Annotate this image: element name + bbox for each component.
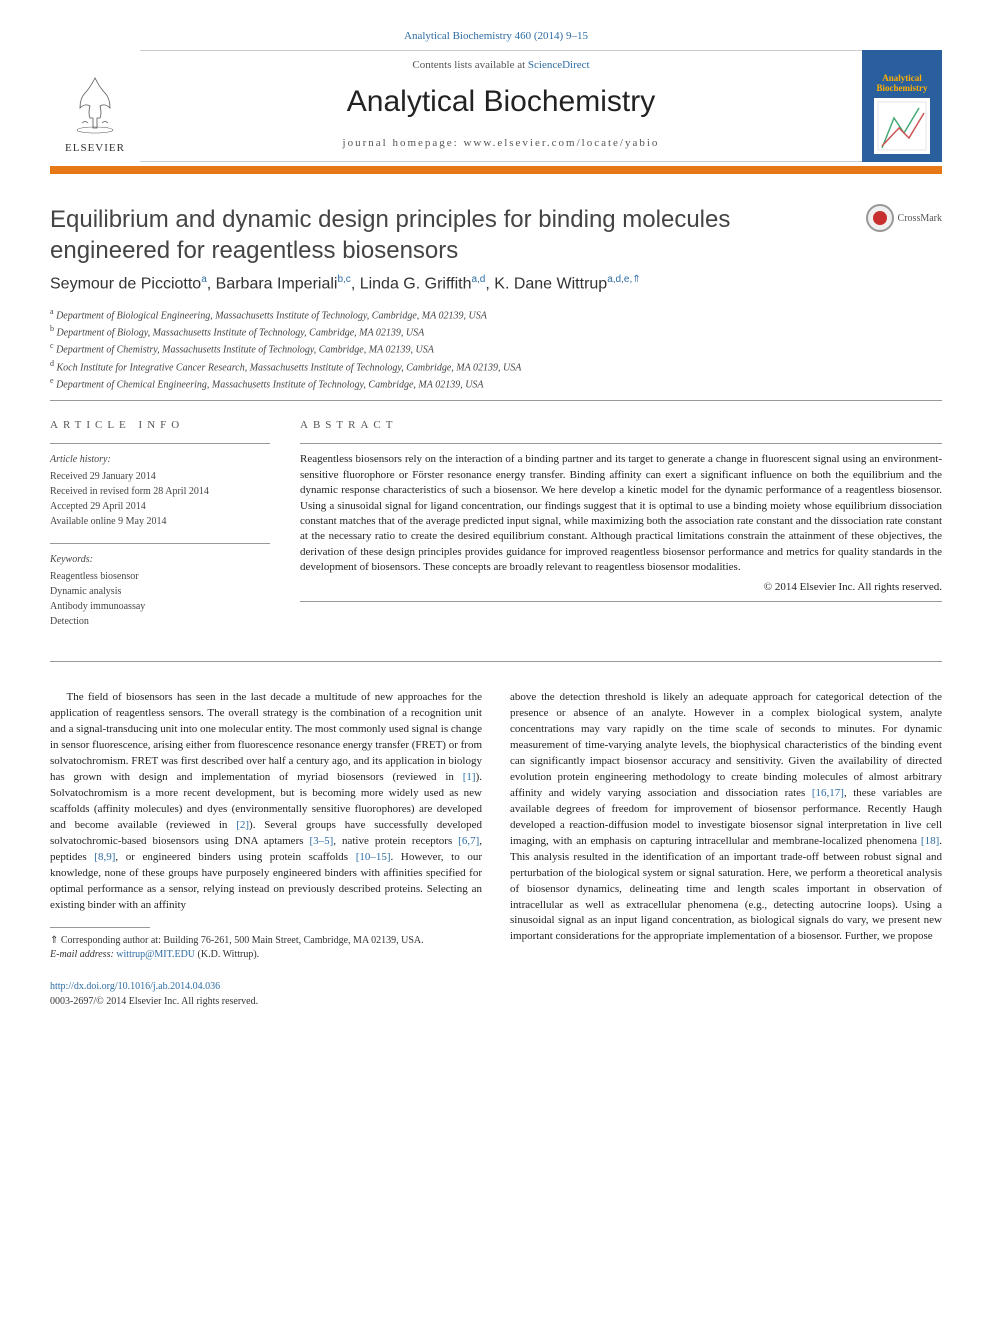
- info-divider-1: [50, 443, 270, 444]
- article-info-column: ARTICLE INFO Article history: Received 2…: [50, 419, 270, 643]
- email-line: E-mail address: wittrup@MIT.EDU (K.D. Wi…: [50, 948, 482, 962]
- authors-line: Seymour de Picciottoa, Barbara Imperiali…: [50, 274, 942, 293]
- issn-copyright-line: 0003-2697/© 2014 Elsevier Inc. All right…: [50, 996, 258, 1007]
- elsevier-label: ELSEVIER: [65, 142, 125, 154]
- author-4-corr[interactable]: ⇑: [632, 274, 640, 285]
- keyword-1: Dynamic analysis: [50, 586, 121, 597]
- author-2: Barbara Imperiali: [216, 276, 338, 293]
- corresponding-author-note: ⇑ Corresponding author at: Building 76-2…: [50, 934, 482, 948]
- keyword-0: Reagentless biosensor: [50, 571, 139, 582]
- article-info-heading: ARTICLE INFO: [50, 419, 270, 431]
- email-label: E-mail address:: [50, 949, 116, 960]
- footnote-separator: [50, 927, 150, 928]
- ref-link-10-15[interactable]: [10–15]: [356, 851, 391, 863]
- cover-title: AnalyticalBiochemistry: [877, 74, 928, 94]
- body-column-right: above the detection threshold is likely …: [510, 690, 942, 1009]
- ref-link-16-17[interactable]: [16,17]: [812, 787, 844, 799]
- email-link[interactable]: wittrup@MIT.EDU: [116, 949, 195, 960]
- ref-link-8-9[interactable]: [8,9]: [94, 851, 115, 863]
- elsevier-logo: ELSEVIER: [50, 50, 140, 162]
- author-2-aff[interactable]: b,c: [337, 274, 350, 285]
- sciencedirect-link[interactable]: ScienceDirect: [528, 59, 590, 71]
- journal-homepage: journal homepage: www.elsevier.com/locat…: [160, 137, 842, 149]
- cover-image-placeholder: [874, 98, 930, 154]
- affiliation-d: d Koch Institute for Integrative Cancer …: [50, 358, 942, 375]
- footnotes-block: ⇑ Corresponding author at: Building 76-2…: [50, 934, 482, 962]
- elsevier-tree-icon: [60, 68, 130, 138]
- affiliation-e: e Department of Chemical Engineering, Ma…: [50, 375, 942, 392]
- contents-prefix: Contents lists available at: [412, 59, 527, 71]
- orange-divider-bar: [50, 166, 942, 174]
- article-meta-row: ARTICLE INFO Article history: Received 2…: [50, 419, 942, 643]
- abstract-divider-bottom: [300, 601, 942, 602]
- article-header: Equilibrium and dynamic design principle…: [50, 204, 942, 266]
- page-root: Analytical Biochemistry 460 (2014) 9–15 …: [0, 0, 992, 1049]
- abstract-copyright: © 2014 Elsevier Inc. All rights reserved…: [300, 581, 942, 593]
- keywords-block: Keywords: Reagentless biosensor Dynamic …: [50, 552, 270, 629]
- info-divider-2: [50, 543, 270, 544]
- affiliation-a: a Department of Biological Engineering, …: [50, 306, 942, 323]
- author-3-aff[interactable]: a,d: [471, 274, 485, 285]
- author-1: Seymour de Picciotto: [50, 276, 201, 293]
- journal-name: Analytical Biochemistry: [160, 85, 842, 119]
- doi-block: http://dx.doi.org/10.1016/j.ab.2014.04.0…: [50, 980, 482, 1009]
- article-title: Equilibrium and dynamic design principle…: [50, 204, 830, 266]
- ref-link-1[interactable]: [1]: [463, 771, 476, 783]
- author-3: Linda G. Griffith: [360, 276, 472, 293]
- affiliations-block: a Department of Biological Engineering, …: [50, 306, 942, 393]
- body-columns: The field of biosensors has seen in the …: [50, 690, 942, 1009]
- history-line-3: Available online 9 May 2014: [50, 516, 166, 527]
- affiliation-c: c Department of Chemistry, Massachusetts…: [50, 340, 942, 357]
- body-column-left: The field of biosensors has seen in the …: [50, 690, 482, 1009]
- history-label: Article history:: [50, 452, 270, 467]
- article-history-block: Article history: Received 29 January 201…: [50, 452, 270, 529]
- header-center: Contents lists available at ScienceDirec…: [140, 50, 862, 162]
- ref-link-6-7[interactable]: [6,7]: [458, 835, 479, 847]
- citation-link-text[interactable]: Analytical Biochemistry 460 (2014) 9–15: [404, 30, 588, 42]
- abstract-column: ABSTRACT Reagentless biosensors rely on …: [300, 419, 942, 643]
- email-suffix: (K.D. Wittrup).: [195, 949, 259, 960]
- journal-citation-link[interactable]: Analytical Biochemistry 460 (2014) 9–15: [50, 20, 942, 50]
- journal-cover-thumbnail: AnalyticalBiochemistry: [862, 50, 942, 162]
- ref-link-18[interactable]: [18]: [921, 835, 939, 847]
- keyword-2: Antibody immunoassay: [50, 601, 145, 612]
- history-line-0: Received 29 January 2014: [50, 471, 156, 482]
- history-line-2: Accepted 29 April 2014: [50, 501, 146, 512]
- divider-top: [50, 400, 942, 401]
- divider-mid: [50, 661, 942, 662]
- abstract-text: Reagentless biosensors rely on the inter…: [300, 452, 942, 575]
- abstract-divider: [300, 443, 942, 444]
- body-para-1: The field of biosensors has seen in the …: [50, 690, 482, 913]
- affiliation-b: b Department of Biology, Massachusetts I…: [50, 323, 942, 340]
- contents-available-line: Contents lists available at ScienceDirec…: [160, 59, 842, 71]
- abstract-heading: ABSTRACT: [300, 419, 942, 431]
- journal-header: ELSEVIER Contents lists available at Sci…: [50, 50, 942, 162]
- crossmark-label: CrossMark: [898, 213, 942, 224]
- ref-link-2[interactable]: [2]: [236, 819, 249, 831]
- author-1-aff[interactable]: a: [201, 274, 207, 285]
- author-4-aff[interactable]: a,d,e,: [607, 274, 632, 285]
- crossmark-badge[interactable]: CrossMark: [866, 204, 942, 232]
- doi-link[interactable]: http://dx.doi.org/10.1016/j.ab.2014.04.0…: [50, 981, 220, 992]
- keywords-label: Keywords:: [50, 552, 270, 567]
- keyword-3: Detection: [50, 616, 89, 627]
- author-4: K. Dane Wittrup: [494, 276, 607, 293]
- ref-link-3-5[interactable]: [3–5]: [309, 835, 333, 847]
- history-line-1: Received in revised form 28 April 2014: [50, 486, 209, 497]
- crossmark-icon: [866, 204, 894, 232]
- body-para-2: above the detection threshold is likely …: [510, 690, 942, 945]
